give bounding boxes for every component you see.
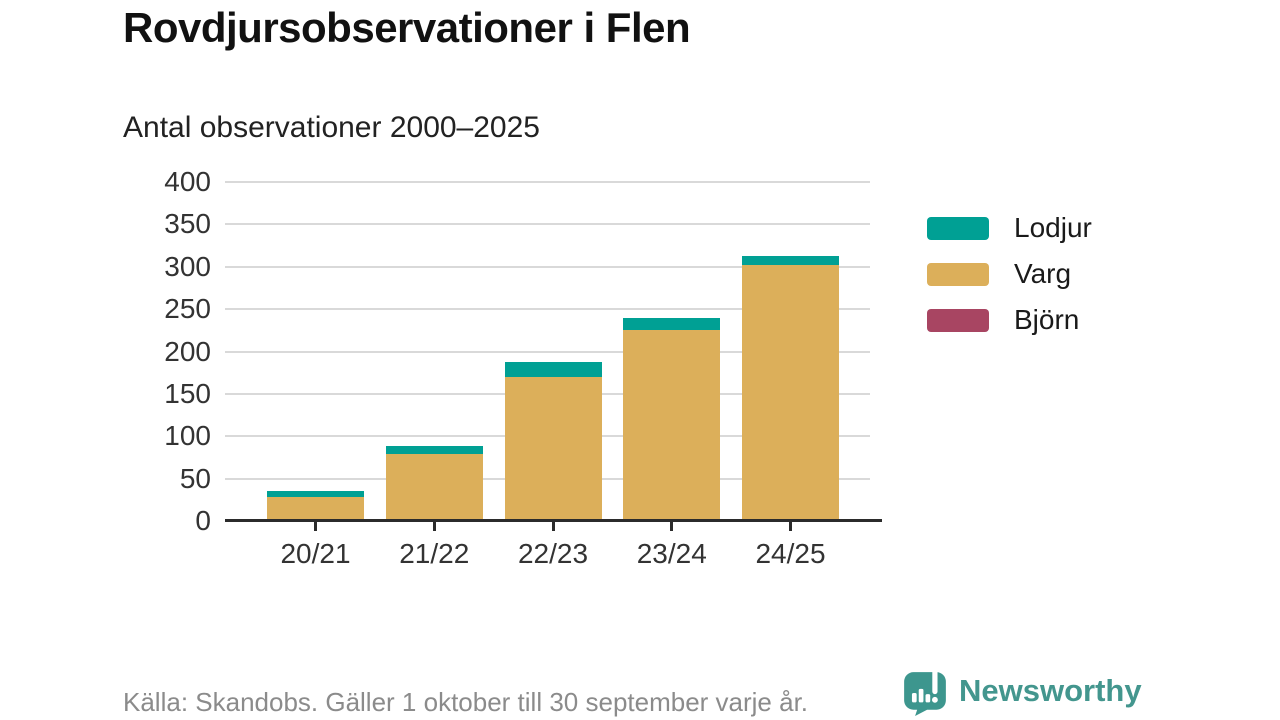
x-axis-tick [432, 522, 436, 531]
legend-label: Lodjur [1014, 212, 1092, 243]
bar-segment-varg [623, 330, 721, 521]
bar-group-20-21 [267, 182, 364, 521]
bar-group-24-25 [742, 182, 839, 521]
x-axis-tick [670, 522, 674, 531]
x-axis-category-label: 20/21 [280, 538, 351, 569]
chart-subtitle: Antal observationer 2000–2025 [123, 111, 540, 144]
source-note: Källa: Skandobs. Gäller 1 oktober till 3… [123, 687, 809, 717]
y-axis-tick-label: 50 [179, 462, 211, 494]
gridline [225, 350, 870, 353]
x-axis-line [225, 519, 882, 522]
y-axis-tick-label: 200 [164, 335, 211, 367]
x-axis-tick [551, 522, 555, 531]
legend-label: Björn [1014, 304, 1080, 335]
y-axis-tick-label: 0 [195, 505, 211, 536]
gridline [225, 223, 870, 226]
speech-bubble-chart-icon [902, 668, 948, 720]
x-axis-category-label: 22/23 [517, 538, 589, 569]
x-axis-tick [314, 522, 317, 531]
bar-group-22-23 [504, 182, 602, 521]
legend-item-bjorn: Björn [927, 297, 1092, 343]
gridline [225, 308, 870, 311]
y-axis-tick-label: 150 [164, 377, 211, 409]
legend: Lodjur Varg Björn [927, 205, 1092, 343]
legend-item-lodjur: Lodjur [927, 205, 1092, 251]
newsworthy-logo-text: Newsworthy [959, 673, 1142, 708]
x-axis-category-label: 23/24 [636, 538, 707, 569]
bar-segment-lodjur [267, 490, 364, 498]
bar-segment-lodjur [504, 361, 602, 377]
chart-title: Rovdjursobservationer i Flen [123, 4, 691, 51]
legend-swatch-lodjur [927, 216, 989, 240]
x-axis-tick [789, 522, 792, 531]
bar-segment-varg [504, 376, 602, 521]
y-axis-tick-label: 100 [164, 420, 211, 452]
bar-segment-varg [385, 454, 483, 521]
legend-item-varg: Varg [927, 251, 1092, 297]
bar-segment-varg [267, 497, 364, 521]
y-axis-tick-label: 250 [164, 293, 211, 325]
legend-swatch-varg [927, 262, 989, 286]
gridline [225, 265, 870, 268]
y-axis-tick-label: 350 [164, 208, 211, 240]
gridline [225, 181, 870, 183]
x-axis-category-label: 21/22 [399, 538, 470, 569]
x-axis-category-label: 24/25 [755, 538, 826, 569]
y-axis-tick-label: 400 [164, 166, 211, 197]
legend-swatch-bjorn [927, 308, 989, 332]
bar-group-23-24 [623, 182, 721, 521]
bar-group-21-22 [385, 182, 483, 521]
newsworthy-logo: Newsworthy [902, 668, 1142, 720]
plot-area [225, 181, 870, 521]
bar-segment-lodjur [742, 255, 839, 266]
y-axis-tick-label: 300 [164, 250, 211, 282]
bar-segment-varg [742, 265, 839, 521]
legend-label: Varg [1014, 258, 1072, 289]
bar-segment-lodjur [623, 318, 721, 331]
bar-segment-lodjur [385, 445, 483, 455]
